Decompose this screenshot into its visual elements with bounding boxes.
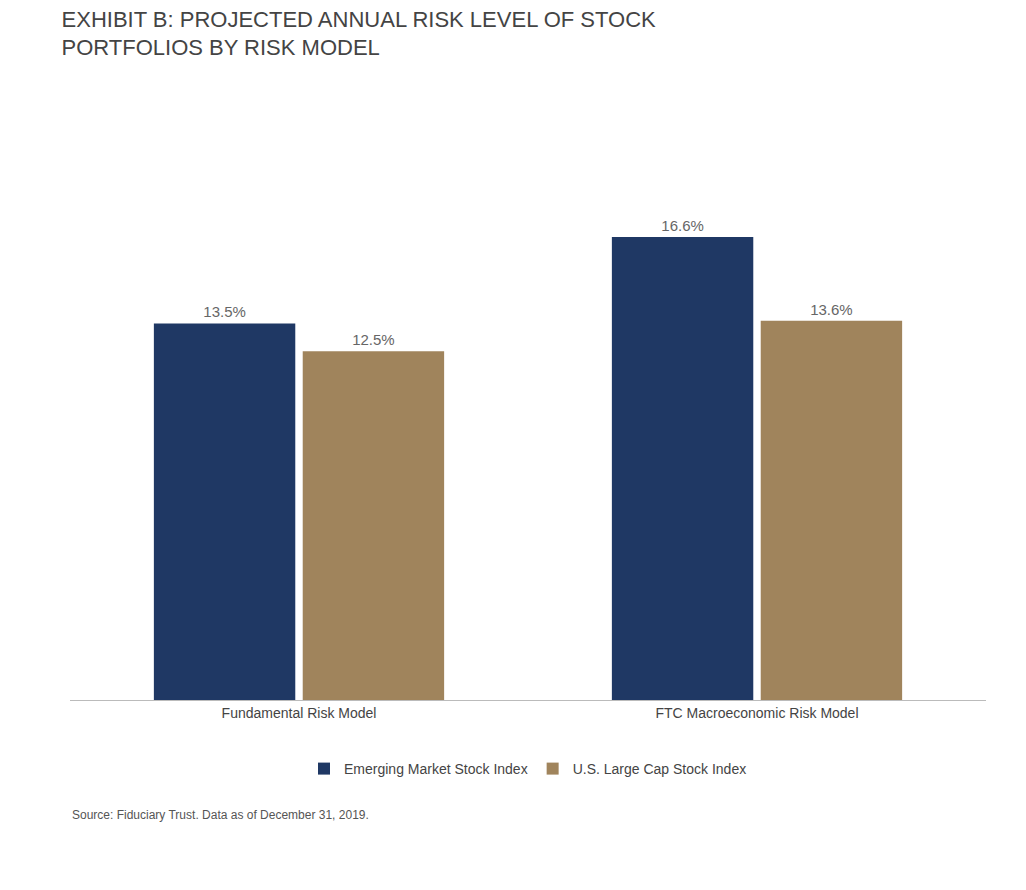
svg-text:Source: Fiduciary Trust. Data: Source: Fiduciary Trust. Data as of Dece… <box>72 808 369 822</box>
svg-text:FTC Macroeconomic Risk Model: FTC Macroeconomic Risk Model <box>655 705 858 721</box>
svg-text:13.5%: 13.5% <box>203 303 246 320</box>
svg-text:EXHIBIT B: PROJECTED ANNUAL RI: EXHIBIT B: PROJECTED ANNUAL RISK LEVEL O… <box>62 7 656 61</box>
svg-text:16.6%: 16.6% <box>661 217 704 234</box>
svg-text:12.5%: 12.5% <box>352 331 395 348</box>
svg-text:13.6%: 13.6% <box>810 301 853 318</box>
svg-text:U.S. Large Cap Stock Index: U.S. Large Cap Stock Index <box>573 761 747 777</box>
svg-text:Emerging Market Stock Index: Emerging Market Stock Index <box>344 761 528 777</box>
svg-text:Fundamental Risk Model: Fundamental Risk Model <box>222 705 377 721</box>
